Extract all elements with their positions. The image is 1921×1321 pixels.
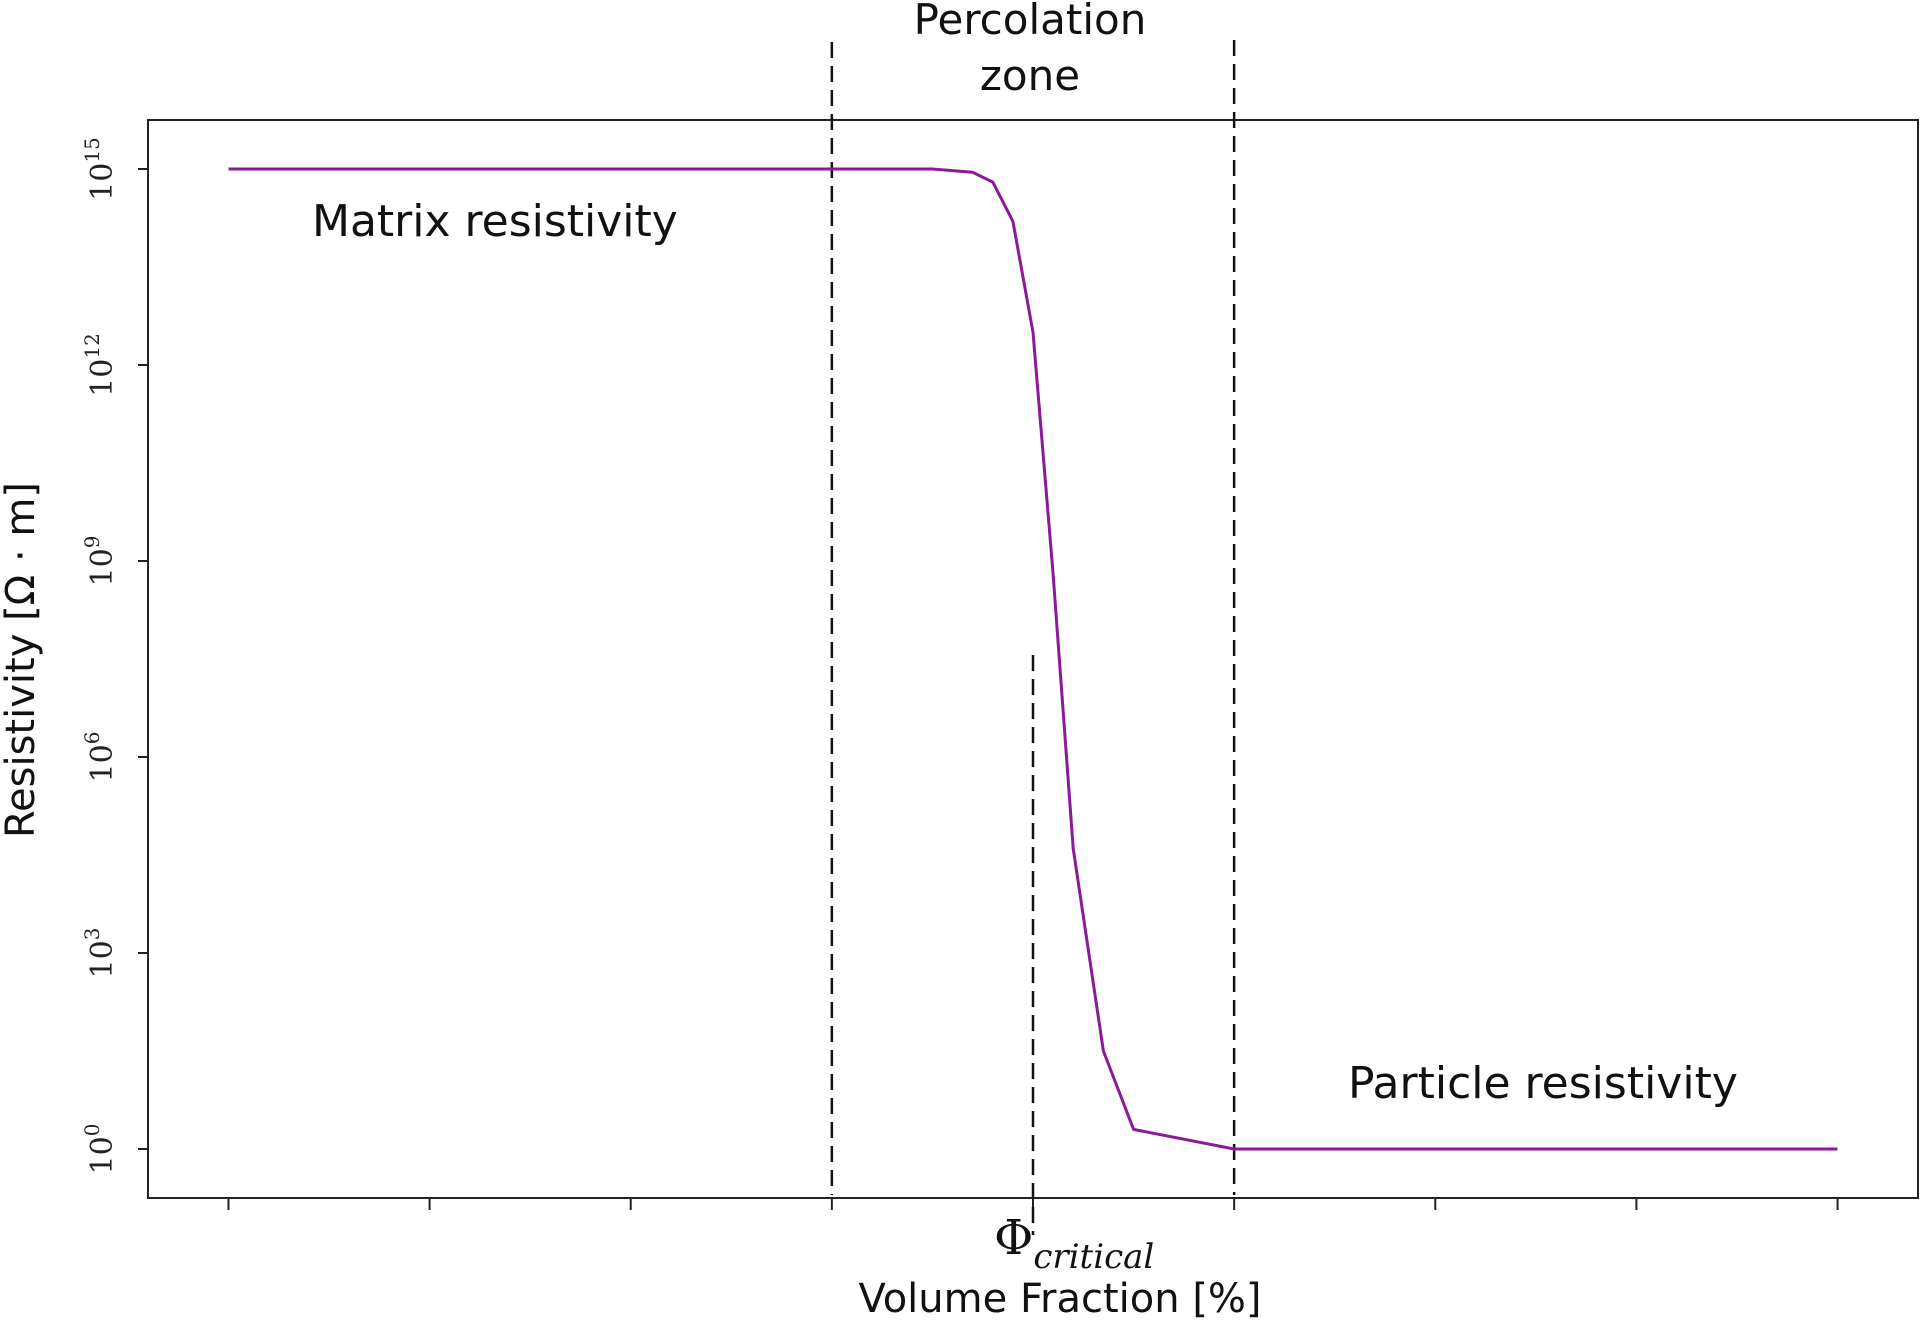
- y-tick-label: 100: [80, 1124, 120, 1175]
- x-axis-label: Volume Fraction [%]: [858, 1276, 1261, 1321]
- phi-critical-label: Φcritical: [994, 1210, 1154, 1277]
- percolation-boundaries: [830, 40, 1236, 1235]
- resistivity-curve: [228, 167, 1838, 1151]
- particle-resistivity-label: Particle resistivity: [1348, 1058, 1738, 1109]
- y-tick-label: 106: [80, 732, 120, 783]
- matrix-resistivity-label: Matrix resistivity: [312, 196, 678, 247]
- y-tick-label: 109: [80, 536, 120, 587]
- y-axis-label: Resistivity [Ω · m]: [0, 482, 44, 838]
- y-tick-label: 1015: [80, 137, 120, 201]
- y-tick-label: 1012: [80, 333, 120, 397]
- percolation-zone-label-line2: zone: [980, 51, 1080, 100]
- y-axis-ticks: 100 103 106 109 1012 1015: [80, 137, 148, 1174]
- y-tick-label: 103: [80, 928, 120, 979]
- x-axis-ticks: [227, 1198, 1839, 1210]
- percolation-zone-label-line1: Percolation: [914, 0, 1147, 44]
